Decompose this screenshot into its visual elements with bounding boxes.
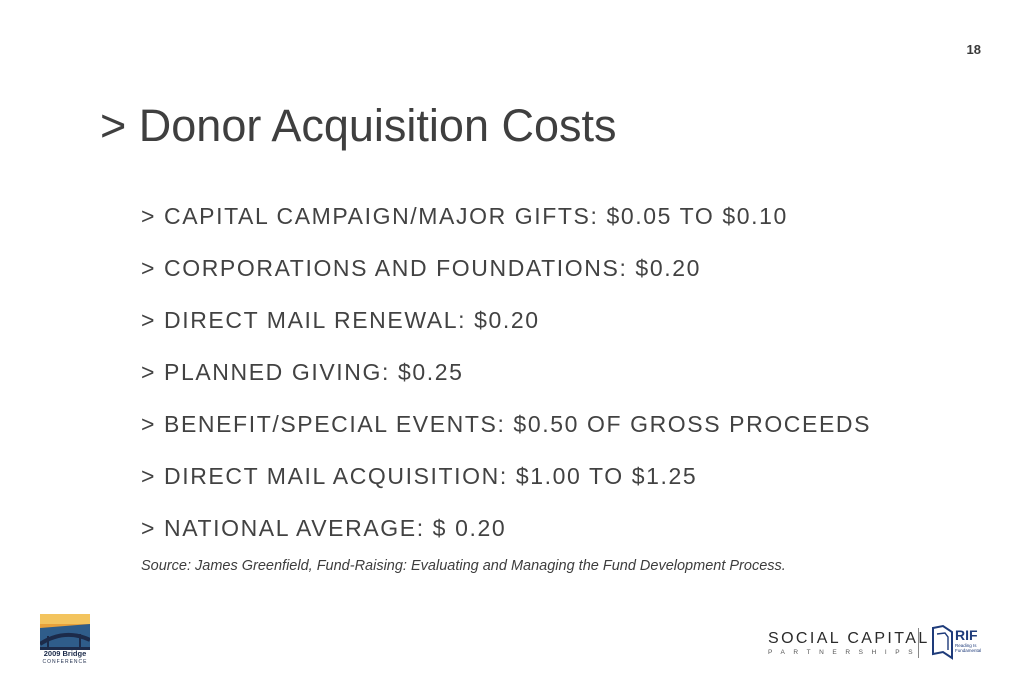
bridge-line1: 2009 Bridge: [43, 649, 87, 658]
bridge-conference-logo: [40, 614, 90, 650]
social-capital-sub: PARTNERSHIPS: [768, 649, 922, 656]
bullet-item: > CAPITAL CAMPAIGN/MAJOR GIFTS: $0.05 TO…: [141, 203, 788, 229]
bullet-item: > CORPORATIONS AND FOUNDATIONS: $0.20: [141, 255, 701, 281]
bridge-line2: CONFERENCE: [42, 659, 88, 665]
rif-wordmark: RIF: [955, 627, 978, 643]
bullet-item: > NATIONAL AVERAGE: $ 0.20: [141, 515, 507, 541]
rif-book-icon: [932, 624, 953, 660]
rif-tagline-1: Reading Is: [955, 643, 977, 648]
bullet-list: > CAPITAL CAMPAIGN/MAJOR GIFTS: $0.05 TO…: [141, 198, 871, 562]
bullet-item: > BENEFIT/SPECIAL EVENTS: $0.50 OF GROSS…: [141, 411, 872, 437]
logo-divider: [918, 628, 919, 658]
slide-title: > Donor Acquisition Costs: [100, 100, 617, 151]
rif-tagline: Reading Is Fundamental: [955, 643, 981, 653]
bullet-item: > DIRECT MAIL RENEWAL: $0.20: [141, 307, 540, 333]
bridge-conference-caption: 2009 Bridge CONFERENCE: [40, 650, 90, 666]
source-citation: Source: James Greenfield, Fund-Raising: …: [141, 558, 786, 574]
page-number: 18: [966, 42, 981, 57]
rif-tagline-2: Fundamental: [955, 648, 982, 653]
social-capital-logo: SOCIAL CAPITAL PARTNERSHIPS: [768, 630, 930, 656]
bullet-item: > PLANNED GIVING: $0.25: [141, 359, 464, 385]
social-capital-main: SOCIAL CAPITAL: [768, 630, 930, 647]
bullet-item: > DIRECT MAIL ACQUISITION: $1.00 TO $1.2…: [141, 463, 698, 489]
